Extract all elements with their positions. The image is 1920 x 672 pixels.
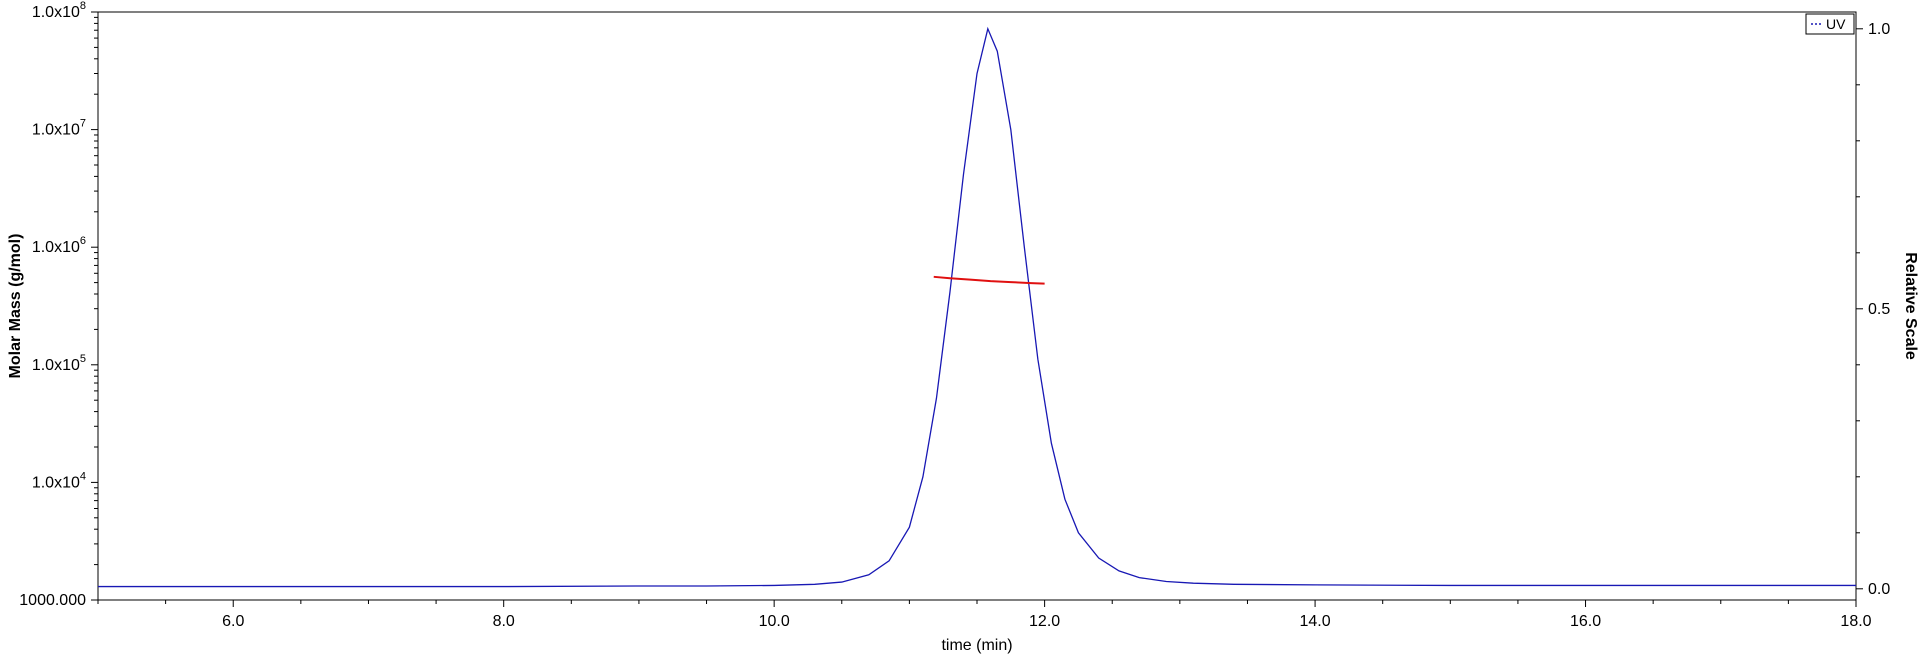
svg-text:1.0x107: 1.0x107	[32, 118, 86, 139]
svg-text:1000.000: 1000.000	[19, 592, 86, 609]
svg-text:1.0x105: 1.0x105	[32, 353, 86, 374]
svg-text:UV: UV	[1826, 16, 1846, 32]
svg-text:1.0x106: 1.0x106	[32, 235, 86, 256]
svg-text:0.5: 0.5	[1868, 301, 1890, 318]
svg-text:1.0: 1.0	[1868, 21, 1890, 38]
svg-text:Relative Scale: Relative Scale	[1902, 252, 1919, 360]
svg-text:12.0: 12.0	[1029, 613, 1060, 630]
svg-text:6.0: 6.0	[222, 613, 244, 630]
legend: UV	[1806, 14, 1854, 34]
svg-text:time (min): time (min)	[941, 637, 1012, 654]
svg-text:10.0: 10.0	[759, 613, 790, 630]
svg-text:16.0: 16.0	[1570, 613, 1601, 630]
svg-text:Molar Mass (g/mol): Molar Mass (g/mol)	[7, 234, 24, 379]
svg-text:0.0: 0.0	[1868, 581, 1890, 598]
chart-svg: 6.0 8.0 10.0 12.0 14.0 16.0 18.0 time (min) 1000…	[0, 0, 1920, 672]
svg-text:1.0x108: 1.0x108	[32, 0, 86, 21]
svg-text:8.0: 8.0	[493, 613, 515, 630]
svg-text:14.0: 14.0	[1300, 613, 1331, 630]
chromatogram-chart: 6.0 8.0 10.0 12.0 14.0 16.0 18.0 time (min) 1000…	[0, 0, 1920, 672]
svg-text:18.0: 18.0	[1840, 613, 1871, 630]
svg-text:1.0x104: 1.0x104	[32, 470, 86, 491]
